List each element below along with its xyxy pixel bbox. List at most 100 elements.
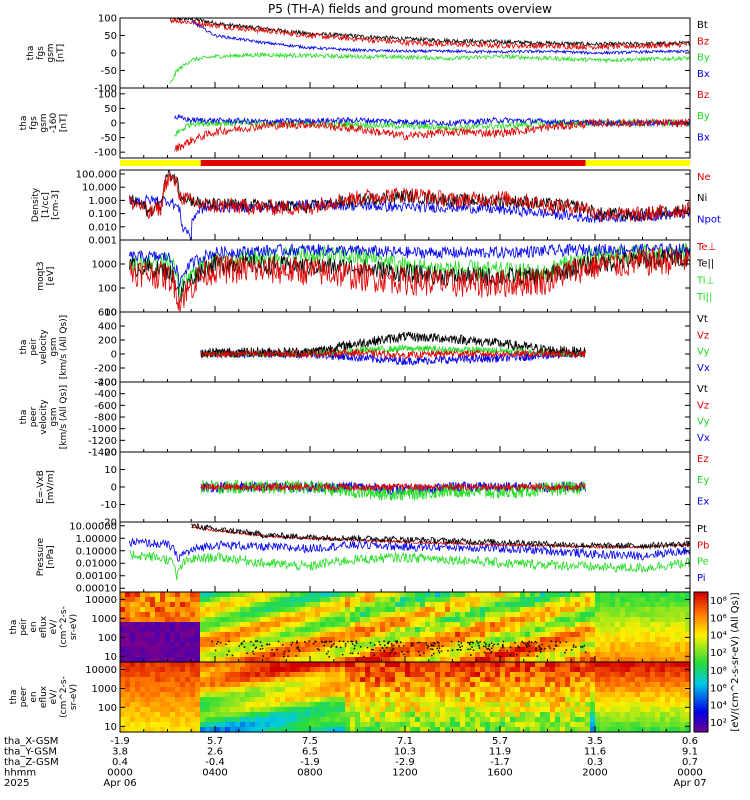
- spectrogram-cell: [380, 617, 386, 623]
- spectrogram-cell: [650, 642, 656, 648]
- spectrogram-cell: [275, 712, 281, 718]
- footer-value: 9.1: [682, 747, 698, 758]
- spectrogram-cell: [165, 592, 171, 598]
- spectrogram-cell: [605, 672, 611, 678]
- spectrogram-cell: [635, 677, 641, 683]
- spectrogram-cell: [650, 627, 656, 633]
- spectrogram-cell: [160, 617, 166, 623]
- spectrogram-cell: [245, 617, 251, 623]
- spectrogram-cell: [595, 657, 601, 663]
- spectrogram-cell: [630, 632, 636, 638]
- spectrogram-cell: [220, 647, 226, 653]
- spectrogram-cell: [530, 657, 536, 663]
- spectrogram-cell: [130, 642, 136, 648]
- dropout-mark: [433, 642, 435, 644]
- spectrogram-cell: [160, 667, 166, 673]
- spectrogram-cell: [375, 692, 381, 698]
- spectrogram-cell: [265, 617, 271, 623]
- spectrogram-cell: [140, 702, 146, 708]
- spectrogram-cell: [430, 702, 436, 708]
- spectrogram-cell: [385, 657, 391, 663]
- spectrogram-cell: [220, 592, 226, 598]
- spectrogram-cell: [670, 637, 676, 643]
- spectrogram-cell: [235, 652, 241, 658]
- spectrogram-cell: [260, 627, 266, 633]
- spectrogram-cell: [625, 727, 631, 733]
- dropout-mark: [228, 650, 230, 653]
- spectrogram-cell: [140, 602, 146, 608]
- spectrogram-cell: [185, 612, 191, 618]
- spectrogram-cell: [530, 602, 536, 608]
- spectrogram-cell: [120, 617, 126, 623]
- spectrogram-cell: [550, 697, 556, 703]
- spectrogram-cell: [630, 687, 636, 693]
- spectrogram-cell: [465, 627, 471, 633]
- spectrogram-cell: [485, 712, 491, 718]
- spectrogram-cell: [620, 632, 626, 638]
- spectrogram-cell: [610, 677, 616, 683]
- spectrogram-cell: [580, 662, 586, 668]
- spectrogram-cell: [595, 662, 601, 668]
- spectrogram-cell: [580, 637, 586, 643]
- spectrogram-cell: [165, 687, 171, 693]
- spectrogram-cell: [390, 632, 396, 638]
- spectrogram-cell: [325, 652, 331, 658]
- spectrogram-cell: [205, 682, 211, 688]
- spectrogram-cell: [625, 602, 631, 608]
- spectrogram-cell: [335, 682, 341, 688]
- spectrogram-cell: [545, 692, 551, 698]
- dropout-mark: [493, 643, 495, 646]
- spectrogram-cell: [340, 672, 346, 678]
- spectrogram-cell: [345, 712, 351, 718]
- spectrogram-cell: [565, 677, 571, 683]
- spectrogram-cell: [555, 622, 561, 628]
- spectrogram-cell: [130, 712, 136, 718]
- spectrogram-cell: [120, 632, 126, 638]
- spectrogram-cell: [295, 632, 301, 638]
- spectrogram-cell: [490, 622, 496, 628]
- spectrogram-cell: [610, 702, 616, 708]
- colorbar-cell: [694, 652, 708, 655]
- dropout-mark: [325, 641, 328, 643]
- spectrogram-cell: [270, 657, 276, 663]
- spectrogram-cell: [235, 687, 241, 693]
- spectrogram-cell: [160, 672, 166, 678]
- spectrogram-cell: [210, 637, 216, 643]
- spectrogram-cell: [525, 592, 531, 598]
- spectrogram-cell: [350, 647, 356, 653]
- spectrogram-cell: [480, 697, 486, 703]
- spectrogram-cell: [565, 652, 571, 658]
- spectrogram-cell: [255, 697, 261, 703]
- spectrogram-cell: [425, 657, 431, 663]
- dropout-mark: [231, 654, 234, 657]
- spectrogram-cell: [260, 692, 266, 698]
- spectrogram-cell: [575, 722, 581, 728]
- spectrogram-cell: [150, 712, 156, 718]
- spectrogram-cell: [595, 602, 601, 608]
- spectrogram-cell: [500, 612, 506, 618]
- spectrogram-cell: [405, 637, 411, 643]
- spectrogram-cell: [340, 722, 346, 728]
- spectrogram-cell: [495, 597, 501, 603]
- spectrogram-cell: [460, 722, 466, 728]
- spectrogram-cell: [335, 647, 341, 653]
- spectrogram-cell: [610, 642, 616, 648]
- spectrogram-cell: [140, 627, 146, 633]
- spectrogram-cell: [350, 652, 356, 658]
- spectrogram-cell: [420, 627, 426, 633]
- spectrogram-cell: [365, 607, 371, 613]
- spectrogram-cell: [150, 647, 156, 653]
- spectrogram-cell: [480, 687, 486, 693]
- spectrogram-cell: [515, 612, 521, 618]
- spectrogram-cell: [285, 687, 291, 693]
- spectrogram-cell: [675, 627, 681, 633]
- dropout-mark: [437, 642, 440, 644]
- spectrogram-cell: [260, 722, 266, 728]
- spectrogram-cell: [495, 627, 501, 633]
- spectrogram-cell: [200, 652, 206, 658]
- spectrogram-cell: [270, 637, 276, 643]
- spectrogram-cell: [665, 607, 671, 613]
- spectrogram-cell: [190, 722, 196, 728]
- dropout-mark: [333, 642, 335, 645]
